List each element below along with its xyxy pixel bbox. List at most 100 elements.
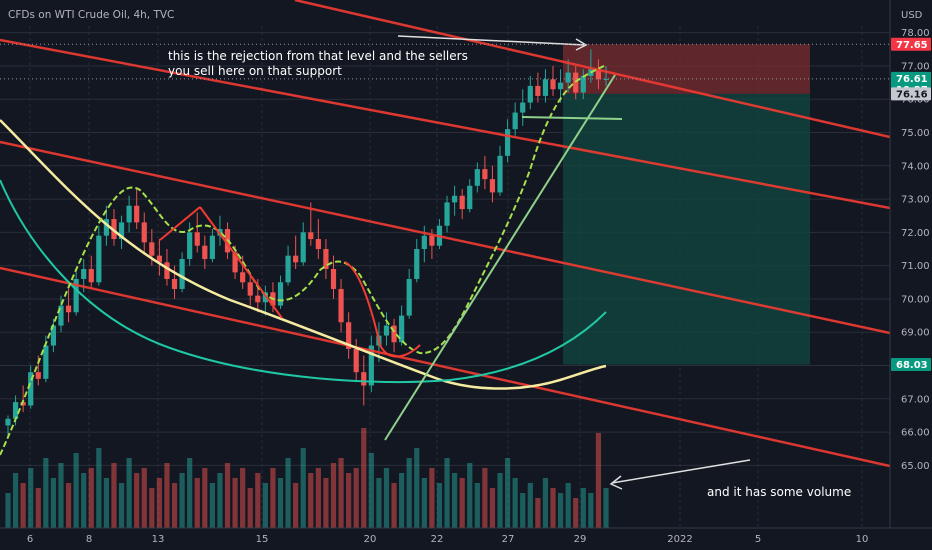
candle-body [565,72,571,83]
candle-body [126,205,132,223]
volume-bar [429,468,435,528]
candle-body [134,205,140,223]
volume-bar [28,468,34,528]
candle-body [202,245,208,259]
volume-bar [444,458,450,528]
candle-body [209,235,215,259]
volume-bar [308,473,314,528]
channel-line [0,140,891,335]
volume-bar [134,473,140,528]
price-badge [891,87,931,101]
volume-bar [149,488,155,528]
volume-bar [323,478,329,528]
volume-bar [406,458,412,528]
volume-bar [35,488,41,528]
x-tick-label: 22 [431,534,444,545]
price-badge [891,358,931,372]
time-axis[interactable]: 6 8 13 15 20 22 27 29 2022 5 10 [0,527,932,545]
y-tick-label: 78.00 [901,28,930,39]
ma-red-short [344,261,421,358]
annotations: this is the rejection from that level an… [168,49,851,499]
volume-bar [43,458,49,528]
volume-bar [255,473,261,528]
channel-line [0,38,891,210]
candle-body [247,282,253,296]
candle-body [573,72,579,93]
candle-body [346,322,352,349]
arrow-top-head [575,38,588,51]
volume-bar [550,488,556,528]
chart-title: CFDs on WTI Crude Oil, 4h, TVC [8,9,174,21]
volume-bar [103,478,110,528]
annotation-text-3: and it has some volume [707,485,851,499]
volume-bar [73,453,79,528]
volume-bar [399,473,405,528]
candle-body [28,372,34,406]
candle-body [156,255,162,263]
volume-bar [452,473,458,528]
volume-bar [293,483,299,528]
volume-bar [527,483,533,528]
volume-bar [520,493,526,528]
y-tick-label: 73.00 [901,195,930,206]
currency-label: USD [901,10,923,21]
volume-bar [391,483,397,528]
y-tick-label: 69.00 [901,328,930,339]
volume-bar [383,468,390,528]
volume-bar [5,493,11,528]
candle-body [232,252,238,273]
take-profit-zone [563,93,810,365]
volume-bar [361,428,367,528]
candle-body [194,232,200,246]
volume-bar [346,473,352,528]
volume-bar [376,478,382,528]
volume-bar [542,478,549,528]
volume-bar [270,468,276,528]
volume-bar [209,483,215,528]
channel-line [294,0,891,139]
candle-body [164,262,170,279]
volume-bar [368,453,374,528]
x-tick-label: 2022 [667,534,692,545]
candle-body [171,278,178,289]
price-badge-label: 76.16 [896,89,928,100]
candle-body [527,85,533,103]
volume-bar [436,483,443,528]
volume-bar [217,473,223,528]
arrow-top-shaft [397,35,586,46]
candle-body [504,129,511,156]
x-tick-label: 29 [574,534,587,545]
candle-body [542,79,549,96]
x-tick-label: 5 [755,534,761,545]
candle-body [149,242,155,256]
volume-bar [156,478,162,528]
x-tick-label: 15 [256,534,269,545]
volume-bar [58,463,64,528]
candle-body [50,325,57,346]
price-badge-label: 68.03 [896,360,928,371]
candle-body [179,259,185,289]
candle-body [12,402,19,419]
candle-body [459,195,465,210]
candle-body [452,195,458,203]
volume-bar [262,483,268,528]
candle-body [489,179,496,193]
volume-bar [179,473,185,528]
candle-body [550,79,556,90]
candle-body [603,78,609,80]
arrow-bottom-head [609,475,623,490]
x-tick-label: 27 [502,534,515,545]
candle-body [81,268,87,279]
position-zones [563,44,810,365]
x-tick-label: 10 [856,534,869,545]
volume-bar [187,458,193,528]
price-badge-label: 76.61 [896,74,928,85]
volume-bar [285,458,291,528]
x-tick-label: 13 [152,534,165,545]
candle-body [73,278,79,313]
volume-bar [512,478,518,528]
price-badge-label: 77.65 [896,40,928,51]
candle-body [88,268,94,283]
candle-body [421,235,427,250]
